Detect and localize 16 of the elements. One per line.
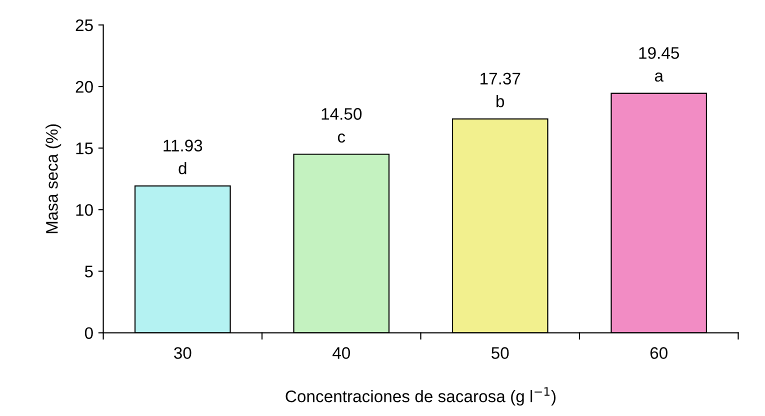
x-tick-label: 30 [174, 347, 192, 359]
y-tick-label: 20 [76, 80, 93, 93]
x-tick-label: 40 [332, 347, 350, 359]
y-tick-label: 10 [76, 204, 93, 216]
data-label: 11.93 d [164, 140, 202, 174]
data-label: 17.37 b [480, 72, 520, 108]
y-tick-label: 25 [76, 19, 93, 32]
x-tick-label: 50 [492, 347, 509, 359]
data-label: 19.45 a [639, 47, 680, 82]
data-label: 14.50 c [322, 108, 362, 143]
x-axis-title: Concentraciones de sacarosa (g l$^{−1}$) [286, 387, 556, 406]
y-tick-label: 5 [84, 266, 93, 278]
y-tick-label: 15 [76, 142, 93, 154]
x-tick-label: 60 [650, 347, 668, 359]
y-tick-label: 0 [84, 327, 93, 340]
y-axis-title: Masa seca (%) [46, 124, 62, 234]
